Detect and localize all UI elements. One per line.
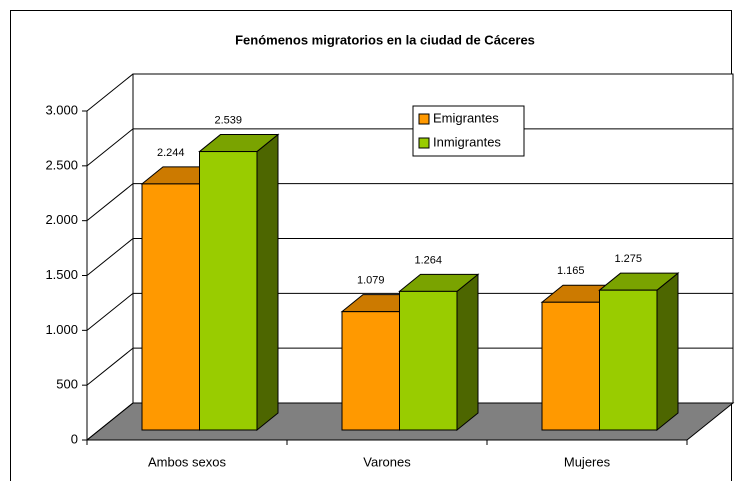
bar bbox=[141, 183, 200, 431]
legend-label: Emigrantes bbox=[433, 110, 499, 125]
y-tick-label: 0 bbox=[71, 431, 78, 446]
grid-line bbox=[86, 238, 733, 276]
chart-title: Fenómenos migratorios en la ciudad de Cá… bbox=[235, 32, 535, 47]
value-label: 1.079 bbox=[357, 275, 385, 287]
grid-line bbox=[86, 128, 733, 167]
y-tick-label: 500 bbox=[56, 377, 78, 392]
legend-swatch bbox=[418, 137, 430, 149]
grid-line bbox=[86, 73, 733, 112]
x-tick-label: Varones bbox=[363, 454, 411, 469]
bar-side bbox=[456, 273, 479, 432]
value-label: 1.165 bbox=[557, 265, 585, 277]
bar bbox=[199, 151, 258, 431]
x-tick-label: Ambos sexos bbox=[148, 454, 227, 469]
legend-box bbox=[412, 105, 525, 157]
grid-line bbox=[86, 347, 733, 386]
bar bbox=[399, 290, 458, 431]
y-tick-label: 1.000 bbox=[45, 322, 78, 337]
y-tick-label: 2.500 bbox=[45, 157, 78, 172]
bar bbox=[341, 311, 400, 431]
value-label: 2.539 bbox=[214, 114, 242, 126]
bar bbox=[541, 301, 600, 431]
y-tick-label: 3.000 bbox=[45, 102, 78, 117]
x-tick-label: Mujeres bbox=[564, 454, 611, 469]
y-tick-label: 1.500 bbox=[45, 267, 78, 282]
value-label: 1.264 bbox=[414, 254, 442, 266]
grid-line bbox=[86, 292, 733, 331]
legend-swatch bbox=[418, 113, 430, 125]
legend-label: Inmigrantes bbox=[433, 134, 501, 149]
bar-side bbox=[256, 133, 279, 432]
value-label: 2.244 bbox=[157, 147, 185, 159]
y-tick-label: 2.000 bbox=[45, 212, 78, 227]
grid-line bbox=[86, 402, 733, 441]
bar-side bbox=[656, 272, 679, 432]
grid-line bbox=[86, 183, 733, 222]
bar bbox=[599, 289, 658, 431]
value-label: 1.275 bbox=[614, 253, 642, 265]
